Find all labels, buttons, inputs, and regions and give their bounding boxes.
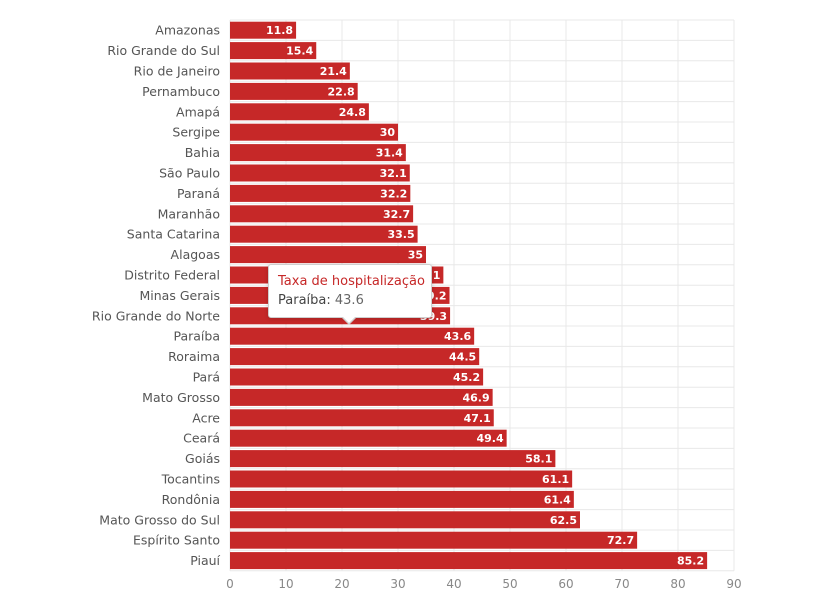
bar[interactable] (230, 62, 350, 80)
value-label: 35 (408, 249, 423, 262)
category-label: São Paulo (159, 166, 220, 181)
value-label: 32.2 (380, 187, 407, 200)
value-label: 21.4 (320, 65, 347, 78)
category-label: Pernambuco (142, 84, 220, 99)
category-label: Amapá (176, 104, 220, 119)
bar[interactable] (230, 388, 493, 406)
bar[interactable] (230, 531, 638, 549)
value-label: 62.5 (550, 514, 577, 527)
bar[interactable] (230, 205, 414, 223)
value-label: 44.5 (449, 351, 476, 364)
category-label: Rondônia (162, 492, 220, 507)
bar[interactable] (230, 368, 484, 386)
value-label: 46.9 (462, 391, 489, 404)
bar[interactable] (230, 82, 358, 100)
bar[interactable] (230, 470, 573, 488)
x-tick-label: 40 (446, 577, 461, 591)
category-label: Rio Grande do Sul (107, 43, 220, 58)
bar[interactable] (230, 327, 475, 345)
x-tick-label: 70 (614, 577, 629, 591)
tooltip-label: Paraíba: (278, 293, 331, 308)
x-tick-label: 0 (226, 577, 234, 591)
x-tick-label: 80 (670, 577, 685, 591)
x-tick-label: 90 (726, 577, 741, 591)
value-label: 32.7 (383, 208, 410, 221)
value-label: 33.5 (387, 228, 414, 241)
value-label: 43.6 (444, 330, 471, 343)
value-label: 85.2 (677, 555, 704, 568)
tooltip-value: 43.6 (334, 293, 364, 308)
category-label: Sergipe (172, 125, 220, 140)
bar[interactable] (230, 348, 480, 366)
category-label: Rio de Janeiro (134, 64, 220, 79)
category-label: Maranhão (158, 206, 220, 221)
value-label: 47.1 (464, 412, 491, 425)
category-label: Tocantins (161, 472, 220, 487)
bar[interactable] (230, 144, 406, 162)
category-label: Acre (192, 410, 220, 425)
category-label: Mato Grosso do Sul (99, 512, 220, 527)
value-label: 61.1 (542, 473, 569, 486)
category-label: Piauí (190, 553, 220, 568)
category-label: Paraíba (173, 329, 220, 344)
x-tick-label: 10 (278, 577, 293, 591)
category-label: Goiás (185, 451, 220, 466)
bar[interactable] (230, 164, 410, 182)
bar[interactable] (230, 450, 556, 468)
value-label: 45.2 (453, 371, 480, 384)
tooltip: Taxa de hospitalização Paraíba: 43.6 (268, 264, 432, 325)
value-label: 30 (380, 126, 396, 139)
value-label: 24.8 (339, 106, 366, 119)
category-label: Santa Catarina (127, 227, 220, 242)
category-labels: Amazonas Rio Grande do Sul Rio de Janeiro P… (92, 23, 221, 568)
category-label: Paraná (177, 186, 220, 201)
bar[interactable] (230, 490, 574, 508)
tooltip-arrow (341, 316, 357, 325)
bar[interactable] (230, 42, 317, 60)
bar[interactable] (230, 246, 426, 264)
value-label: 31.4 (376, 147, 403, 160)
x-axis-ticks: 0 10 20 30 40 50 60 70 80 90 (226, 577, 741, 591)
x-tick-label: 50 (502, 577, 517, 591)
value-label: 22.8 (328, 85, 355, 98)
value-label: 32.1 (380, 167, 407, 180)
bar[interactable] (230, 409, 494, 427)
category-label: Mato Grosso (142, 390, 220, 405)
x-tick-label: 30 (390, 577, 405, 591)
category-label: Ceará (183, 431, 220, 446)
grid-lines (229, 19, 735, 572)
bar[interactable] (230, 123, 398, 141)
category-label: Amazonas (155, 23, 220, 38)
value-label: 11.8 (266, 24, 293, 37)
bar[interactable] (230, 184, 411, 202)
value-label: 15.4 (286, 45, 313, 58)
bar[interactable] (230, 21, 297, 39)
tooltip-line: Paraíba: 43.6 (278, 292, 422, 310)
category-label: Roraima (168, 349, 220, 364)
value-label: 72.7 (607, 534, 634, 547)
category-label: Minas Gerais (140, 288, 221, 303)
category-label: Alagoas (171, 247, 220, 262)
bar[interactable] (230, 429, 507, 447)
value-label: 49.4 (476, 432, 503, 445)
category-label: Distrito Federal (124, 268, 220, 283)
bar[interactable] (230, 225, 418, 243)
category-label: Espírito Santo (133, 533, 220, 548)
bar[interactable] (230, 511, 580, 529)
tooltip-title: Taxa de hospitalização (278, 274, 425, 289)
x-tick-label: 60 (558, 577, 573, 591)
value-label: 61.4 (544, 493, 571, 506)
bar[interactable] (230, 552, 708, 570)
x-tick-label: 20 (334, 577, 349, 591)
bar[interactable] (230, 103, 369, 121)
value-label: 58.1 (525, 453, 552, 466)
category-label: Bahia (185, 145, 220, 160)
category-label: Rio Grande do Norte (92, 308, 220, 323)
category-label: Pará (193, 370, 220, 385)
